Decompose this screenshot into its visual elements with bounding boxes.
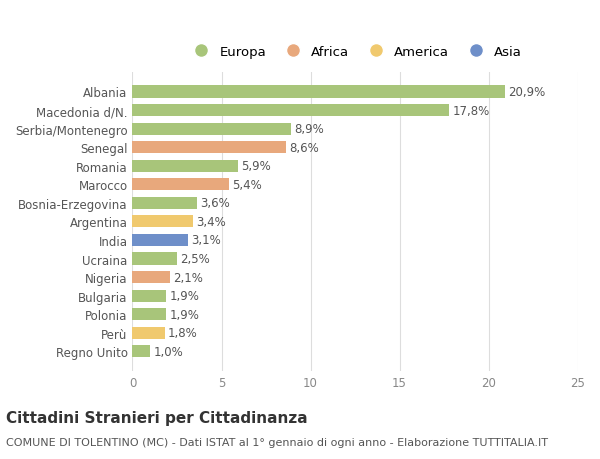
Bar (133, 327, 164, 339)
Text: 3,1%: 3,1% (191, 234, 221, 247)
Text: 20,9%: 20,9% (508, 86, 545, 99)
Text: 2,1%: 2,1% (173, 271, 203, 284)
Bar (133, 86, 505, 98)
Legend: Europa, Africa, America, Asia: Europa, Africa, America, Asia (183, 40, 527, 64)
Bar (133, 105, 449, 117)
Text: 1,9%: 1,9% (170, 308, 200, 321)
Bar (133, 142, 286, 154)
Text: 1,0%: 1,0% (154, 345, 184, 358)
Text: 5,4%: 5,4% (232, 179, 262, 191)
Text: 17,8%: 17,8% (453, 104, 490, 118)
Bar (133, 346, 150, 358)
Bar (133, 271, 170, 284)
Text: 8,6%: 8,6% (289, 141, 319, 154)
Bar (133, 160, 238, 173)
Text: 8,9%: 8,9% (295, 123, 324, 136)
Bar (133, 253, 177, 265)
Text: COMUNE DI TOLENTINO (MC) - Dati ISTAT al 1° gennaio di ogni anno - Elaborazione : COMUNE DI TOLENTINO (MC) - Dati ISTAT al… (6, 437, 548, 447)
Bar (133, 216, 193, 228)
Text: 3,4%: 3,4% (197, 215, 226, 229)
Bar (133, 179, 229, 191)
Bar (133, 308, 166, 320)
Bar (133, 197, 197, 209)
Text: 2,5%: 2,5% (181, 252, 211, 265)
Bar (133, 123, 291, 135)
Text: 5,9%: 5,9% (241, 160, 271, 173)
Bar (133, 235, 188, 246)
Text: 3,6%: 3,6% (200, 197, 230, 210)
Text: 1,8%: 1,8% (168, 326, 198, 340)
Text: 1,9%: 1,9% (170, 290, 200, 302)
Bar (133, 290, 166, 302)
Text: Cittadini Stranieri per Cittadinanza: Cittadini Stranieri per Cittadinanza (6, 410, 308, 425)
